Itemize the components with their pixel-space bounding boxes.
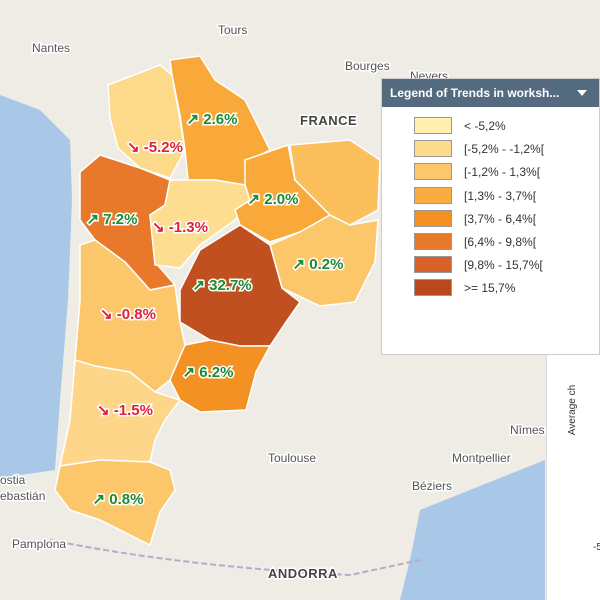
legend-label: [1,3% - 3,7%[ [464, 188, 537, 203]
legend-title: Legend of Trends in worksh... [390, 86, 560, 100]
side-chart: Average ch -5 [567, 385, 600, 553]
legend-swatch [414, 117, 452, 134]
legend-label: >= 15,7% [464, 281, 516, 296]
legend-label: [6,4% - 9,8%[ [464, 235, 537, 249]
place-label: Tours [218, 23, 247, 37]
tick-label: -5 [593, 542, 600, 553]
legend-label: [9,8% - 15,7%[ [464, 258, 543, 273]
dropdown-caret[interactable] [577, 90, 587, 96]
region-label: ↗ 2.0% [248, 191, 299, 208]
region-label: ↗ 6.2% [183, 364, 234, 381]
legend-swatch [414, 256, 452, 274]
region-label: ↘ -1.5% [97, 402, 153, 419]
place-label: ebastián [0, 489, 45, 503]
region-label: ↗ 0.8% [93, 491, 144, 508]
country-label: ANDORRA [268, 566, 338, 581]
place-label: Montpellier [452, 451, 511, 465]
legend-label: < -5,2% [464, 119, 506, 133]
legend-label: [3,7% - 6,4%[ [464, 211, 537, 226]
legend-swatch [414, 233, 452, 250]
place-label: Bourges [345, 59, 390, 73]
legend-swatch [414, 279, 452, 297]
border [49, 539, 421, 577]
legend: Legend of Trends in worksh... < -5,2% [-5… [381, 78, 600, 355]
region-label: ↗ 7.2% [87, 211, 138, 228]
side-panel: Average ch -5 [546, 355, 600, 600]
axis-title: Average ch [567, 385, 578, 435]
region [107, 64, 186, 179]
atlantic-sea [0, 95, 72, 478]
place-label: Béziers [412, 479, 452, 493]
legend-swatch [414, 186, 452, 204]
place-label: Nantes [32, 41, 70, 55]
region [54, 459, 176, 547]
legend-label: [-5,2% - -1,2%[ [464, 142, 545, 157]
legend-swatch [414, 163, 452, 181]
region [149, 179, 251, 269]
legend-label: [-1,2% - 1,3%[ [464, 165, 541, 180]
place-label: Pamplona [12, 537, 66, 551]
region-label: ↘ -0.8% [100, 306, 156, 323]
place-label: Toulouse [268, 451, 316, 465]
region-label: ↘ -1.3% [152, 219, 208, 236]
country-label: FRANCE [300, 113, 357, 128]
legend-swatch [414, 140, 452, 158]
region [289, 139, 381, 226]
place-label: Nîmes [510, 423, 545, 437]
legend-header[interactable]: Legend of Trends in worksh... [382, 79, 599, 107]
region-label: ↘ -5.2% [127, 139, 183, 156]
region-label: ↗ 2.6% [187, 111, 238, 128]
legend-swatch [414, 209, 452, 227]
place-label: ostia [0, 473, 26, 487]
region [169, 339, 272, 413]
region-label: ↗ 0.2% [293, 256, 344, 273]
region [59, 359, 182, 467]
region-label: ↗ 32.7% [192, 277, 251, 294]
mediterranean-sea [400, 460, 545, 600]
